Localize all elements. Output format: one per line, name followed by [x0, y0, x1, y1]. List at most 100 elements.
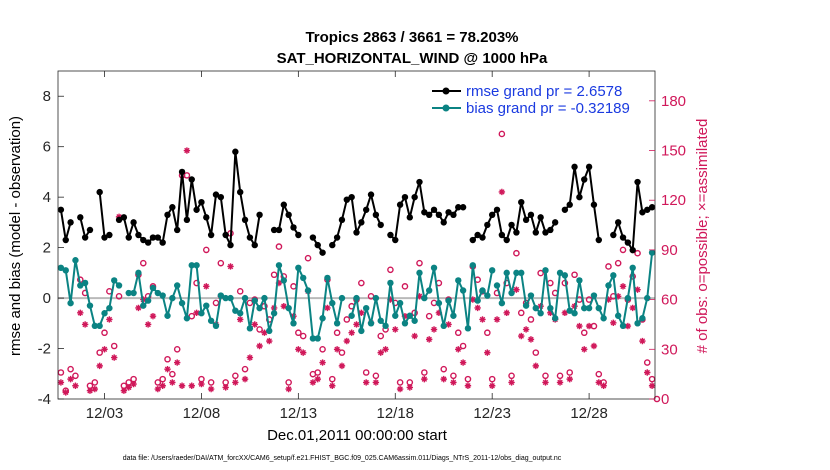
obs-assimilated-marker — [353, 321, 360, 328]
rmse-point — [581, 176, 588, 183]
obs-assimilated-marker — [590, 342, 598, 350]
obs-assimilated-marker — [188, 382, 195, 389]
obs-assimilated-marker — [561, 309, 569, 317]
obs-assimilated-marker — [585, 322, 593, 330]
rmse-point — [106, 231, 113, 239]
obs-assimilated-marker — [450, 379, 457, 386]
bias-point — [290, 320, 297, 327]
rmse-point — [644, 206, 651, 213]
obs-assimilated-marker — [154, 385, 162, 393]
rmse-point — [329, 241, 336, 249]
obs-possible-marker — [362, 369, 370, 376]
rmse-point — [130, 219, 137, 226]
bias-point — [396, 299, 404, 307]
bias-point — [67, 299, 74, 307]
bias-point — [382, 322, 389, 330]
obs-possible-marker — [299, 332, 307, 340]
obs-assimilated-marker — [382, 346, 389, 353]
rmse-point — [178, 168, 186, 176]
bias-point — [241, 294, 249, 302]
obs-assimilated-marker — [338, 362, 346, 370]
x-tick-label: 12/28 — [570, 405, 608, 422]
obs-possible-marker — [232, 372, 239, 380]
obs-assimilated-marker — [178, 382, 186, 389]
y2-axis-label: # of obs: o=possible; ×=assimilated — [694, 119, 711, 354]
obs-possible-marker — [450, 372, 457, 380]
obs-possible-marker — [217, 259, 225, 267]
bias-point — [488, 267, 496, 274]
rmse-point — [595, 236, 602, 244]
rmse-point — [57, 206, 65, 213]
obs-possible-marker — [139, 259, 147, 267]
legend: rmse grand pr = 2.6578 bias grand pr = -… — [432, 83, 630, 117]
rmse-point — [120, 214, 128, 221]
footnote: data file: /Users/raeder/DAI/ATM_forcXX/… — [123, 455, 562, 462]
obs-assimilated-marker — [101, 346, 108, 353]
obs-assimilated-marker — [445, 321, 452, 328]
rmse-point — [421, 209, 428, 216]
series-group — [57, 148, 656, 342]
bias-point — [648, 249, 656, 256]
obs-assimilated-marker — [256, 342, 263, 350]
obs-possible-marker — [173, 346, 181, 353]
obs-assimilated-marker — [333, 346, 341, 353]
obs-assimilated-marker — [86, 387, 94, 394]
obs-possible-marker — [595, 370, 603, 378]
bias-point — [503, 269, 510, 277]
bias-point — [154, 289, 162, 297]
rmse-point — [566, 201, 573, 208]
rmse-point — [174, 226, 181, 234]
obs-assimilated-marker — [547, 309, 554, 317]
bias-point — [125, 289, 132, 297]
bias-point — [624, 294, 632, 302]
rmse-point — [217, 193, 225, 201]
bias-series-line — [350, 264, 494, 332]
obs-possible-marker — [91, 379, 99, 386]
bias-point — [280, 277, 288, 284]
bias-point — [174, 282, 181, 289]
obs-possible-marker — [343, 316, 351, 323]
obs-possible-marker — [421, 369, 428, 376]
rmse-point — [411, 193, 418, 201]
rmse-point — [610, 231, 617, 239]
obs-possible-marker — [377, 332, 385, 340]
rmse-point — [532, 229, 539, 236]
rmse-point — [81, 234, 89, 241]
bias-point — [198, 310, 205, 317]
bias-point — [610, 272, 617, 279]
rmse-point — [154, 234, 162, 241]
rmse-point — [227, 241, 234, 249]
rmse-point — [241, 216, 249, 224]
obs-possible-marker — [169, 370, 176, 378]
plot-frame — [57, 70, 656, 400]
obs-possible-marker — [498, 130, 506, 138]
obs-assimilated-marker — [135, 304, 142, 312]
y-axis-label: rmse and bias (model - observation) — [7, 116, 24, 356]
rmse-point — [125, 234, 132, 241]
bias-point — [392, 312, 399, 319]
bias-point — [212, 322, 220, 330]
obs-assimilated-marker — [610, 319, 617, 326]
obs-assimilated-marker — [81, 321, 89, 328]
bias-point — [484, 292, 491, 299]
obs-possible-marker — [537, 269, 544, 277]
obs-assimilated-marker — [518, 332, 525, 340]
y-axis-ticks: -4 -2 0 2 4 6 8 — [38, 88, 64, 408]
bias-point — [590, 292, 598, 299]
bias-point — [469, 262, 476, 269]
bias-point — [387, 279, 394, 287]
rmse-point — [518, 199, 525, 206]
bias-point — [275, 262, 283, 269]
bias-point — [581, 304, 588, 312]
obs-assimilated-marker — [624, 322, 632, 330]
rmse-point — [343, 196, 351, 203]
obs-assimilated-marker — [314, 375, 321, 383]
obs-assimilated-marker — [459, 359, 467, 366]
rmse-point — [251, 241, 258, 249]
obs-possible-marker — [338, 349, 346, 356]
bias-point — [299, 274, 307, 282]
obs-assimilated-marker — [111, 354, 118, 361]
obs-possible-marker — [101, 329, 108, 337]
obs-assimilated-marker — [246, 354, 254, 361]
obs-assimilated-marker — [416, 293, 423, 300]
